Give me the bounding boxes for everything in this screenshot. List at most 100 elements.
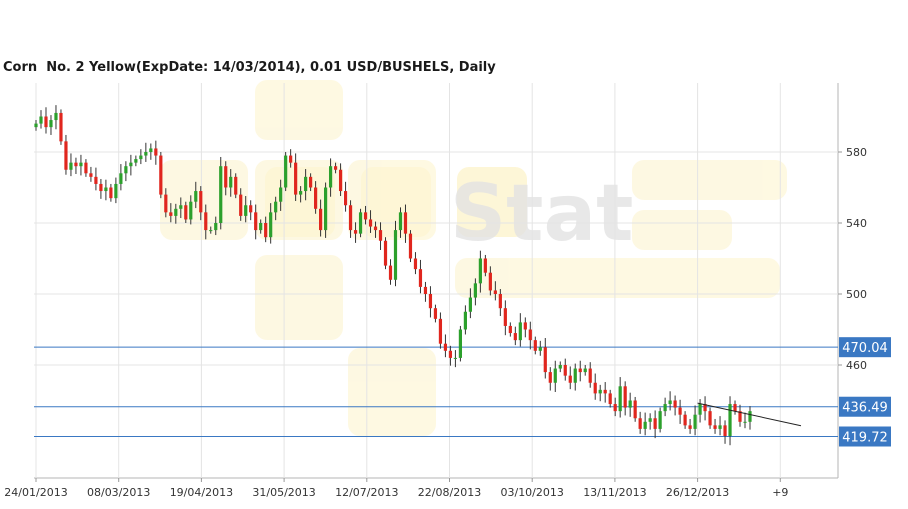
level-label: 470.04 <box>842 341 888 356</box>
candle-body <box>104 187 108 192</box>
candle-body <box>348 205 353 231</box>
candle-body <box>179 205 183 209</box>
candle-body <box>438 318 443 344</box>
candle-body <box>553 368 557 383</box>
candle-body <box>473 283 477 298</box>
candle-body <box>304 176 308 192</box>
level-label: 419.72 <box>842 430 888 445</box>
x-tick-label: 13/11/2013 <box>583 486 646 499</box>
candle-body <box>114 183 118 199</box>
candle-body <box>134 159 138 163</box>
candle-body <box>523 322 527 330</box>
candle-body <box>199 191 203 213</box>
candle-body <box>648 418 652 422</box>
candle-body <box>703 404 707 412</box>
level-label: 436.49 <box>842 401 888 416</box>
candle-body <box>433 308 438 319</box>
candle-body <box>458 329 463 358</box>
candle-body <box>328 166 333 188</box>
candle-body <box>463 311 467 330</box>
x-tick-label: 31/05/2013 <box>252 486 315 499</box>
level-label-box <box>839 426 891 447</box>
candle-body <box>323 187 328 231</box>
candle-body <box>668 400 672 405</box>
candle-body <box>274 201 278 213</box>
candle-body <box>503 308 507 326</box>
candle-body <box>214 223 218 231</box>
candle-body <box>144 152 148 156</box>
candle-body <box>119 173 123 184</box>
candle-body <box>314 187 318 209</box>
candle-body <box>713 425 717 429</box>
candle-body <box>383 240 388 266</box>
candle-body <box>513 333 517 341</box>
candle-body <box>254 212 258 231</box>
y-tick-label: 500 <box>846 288 867 301</box>
candle-body <box>418 269 423 287</box>
candle-body <box>628 400 632 408</box>
candle-body <box>613 404 617 412</box>
candle-body <box>508 325 512 334</box>
candle-body <box>239 194 243 216</box>
level-label-box <box>839 396 891 417</box>
candle-body <box>49 120 53 128</box>
candle-body <box>528 329 532 341</box>
candle-body <box>363 212 368 220</box>
chart-title: Corn No. 2 Yellow(ExpDate: 14/03/2014), … <box>3 60 496 75</box>
candle-body <box>563 365 567 376</box>
candle-body <box>219 166 223 223</box>
x-tick-label: 12/07/2013 <box>335 486 398 499</box>
candle-body <box>338 169 343 192</box>
candle-body <box>543 347 547 373</box>
candle-body <box>358 212 363 234</box>
candle-body <box>269 212 273 238</box>
candle-body <box>663 404 667 412</box>
candle-body <box>398 212 403 231</box>
level-label-box <box>839 337 891 358</box>
candle-body <box>378 230 383 241</box>
candle-body <box>149 148 153 152</box>
y-tick-label: 580 <box>846 146 867 159</box>
candle-body <box>84 162 88 174</box>
candle-body <box>299 191 303 195</box>
candle-body <box>638 418 642 429</box>
candle-body <box>728 404 732 436</box>
candle-body <box>593 382 597 394</box>
candle-body <box>94 176 98 184</box>
candle-body <box>568 375 572 383</box>
candle-body <box>333 166 338 170</box>
x-tick-label: 08/03/2013 <box>87 486 150 499</box>
candle-body <box>673 400 677 408</box>
candle-body <box>234 176 238 195</box>
candle-body <box>44 116 48 128</box>
candle-body <box>738 411 742 422</box>
x-tick-label: 03/10/2013 <box>500 486 563 499</box>
candle-body <box>573 368 577 383</box>
y-tick-label: 540 <box>846 217 867 230</box>
candle-body <box>683 414 687 426</box>
candle-body <box>623 386 627 408</box>
candle-body <box>69 162 73 170</box>
candle-body <box>723 425 727 436</box>
candle-body <box>483 258 487 273</box>
candle-body <box>733 404 737 412</box>
candle-body <box>748 411 752 422</box>
trendline <box>697 402 802 427</box>
candle-body <box>408 233 413 259</box>
candle-body <box>698 404 702 415</box>
candle-body <box>693 414 697 429</box>
candle-body <box>244 205 248 216</box>
candle-body <box>578 368 582 373</box>
candle-body <box>343 191 348 206</box>
candle-body <box>124 166 128 174</box>
candle-body <box>319 208 323 231</box>
candle-body <box>643 421 647 429</box>
candle-body <box>518 322 522 341</box>
candle-body <box>658 411 662 429</box>
candle-body <box>79 162 83 167</box>
x-tick-label: 26/12/2013 <box>666 486 729 499</box>
candle-body <box>478 258 482 284</box>
candle-body <box>373 226 378 231</box>
candle-body <box>548 372 552 383</box>
